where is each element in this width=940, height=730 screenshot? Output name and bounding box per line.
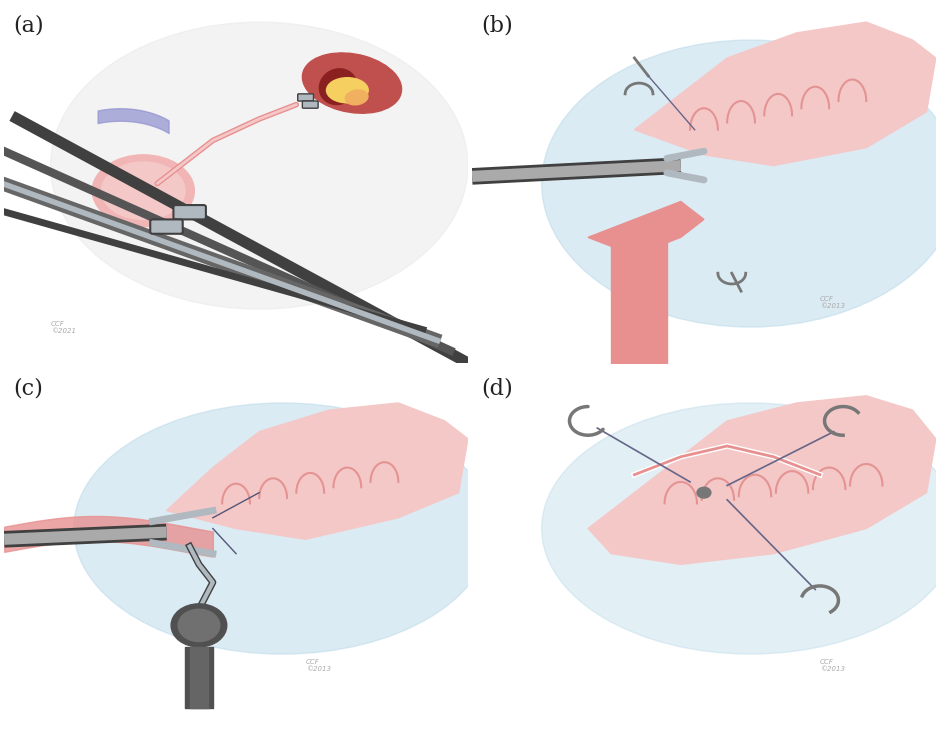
Text: (d): (d) — [481, 378, 513, 400]
Ellipse shape — [541, 403, 940, 654]
FancyBboxPatch shape — [150, 220, 182, 234]
FancyBboxPatch shape — [174, 205, 206, 220]
Text: (b): (b) — [481, 15, 513, 37]
Circle shape — [171, 604, 227, 647]
Text: (c): (c) — [13, 378, 43, 400]
Circle shape — [697, 487, 711, 498]
Ellipse shape — [345, 90, 368, 105]
Polygon shape — [166, 403, 468, 539]
Ellipse shape — [73, 403, 491, 654]
Ellipse shape — [303, 53, 401, 113]
Circle shape — [178, 610, 220, 642]
Text: CCF
©2013: CCF ©2013 — [306, 659, 331, 672]
FancyBboxPatch shape — [298, 94, 313, 101]
Ellipse shape — [92, 155, 195, 226]
Ellipse shape — [541, 40, 940, 327]
Ellipse shape — [102, 162, 185, 220]
Ellipse shape — [326, 77, 368, 103]
Polygon shape — [588, 201, 704, 256]
FancyBboxPatch shape — [303, 101, 318, 108]
Polygon shape — [634, 22, 936, 166]
Text: CCF
©2021: CCF ©2021 — [51, 321, 75, 334]
Text: CCF
©2013: CCF ©2013 — [820, 659, 845, 672]
Text: (a): (a) — [13, 15, 44, 37]
Ellipse shape — [320, 69, 357, 104]
Polygon shape — [588, 396, 936, 564]
Text: CCF
©2013: CCF ©2013 — [820, 296, 845, 309]
Ellipse shape — [51, 22, 468, 309]
